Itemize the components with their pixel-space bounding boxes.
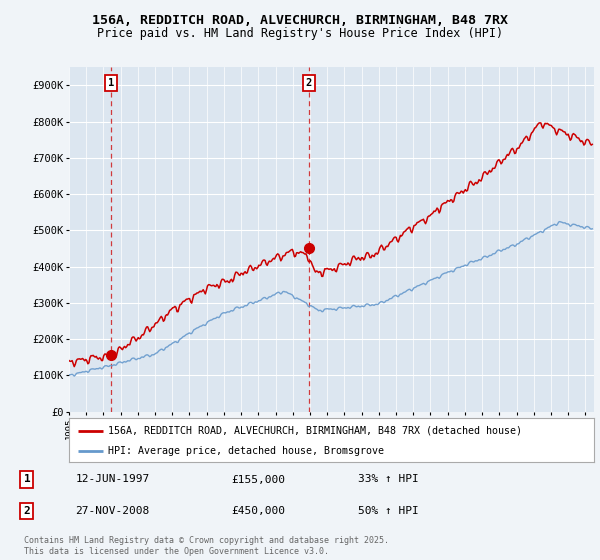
- Text: 2: 2: [23, 506, 30, 516]
- Text: HPI: Average price, detached house, Bromsgrove: HPI: Average price, detached house, Brom…: [109, 446, 385, 456]
- Text: 2: 2: [305, 78, 312, 88]
- Text: 1: 1: [108, 78, 114, 88]
- Text: 27-NOV-2008: 27-NOV-2008: [76, 506, 149, 516]
- Text: 156A, REDDITCH ROAD, ALVECHURCH, BIRMINGHAM, B48 7RX: 156A, REDDITCH ROAD, ALVECHURCH, BIRMING…: [92, 14, 508, 27]
- Text: 33% ↑ HPI: 33% ↑ HPI: [358, 474, 418, 484]
- Text: £155,000: £155,000: [231, 474, 285, 484]
- Text: £450,000: £450,000: [231, 506, 285, 516]
- Text: 1: 1: [23, 474, 30, 484]
- Text: 156A, REDDITCH ROAD, ALVECHURCH, BIRMINGHAM, B48 7RX (detached house): 156A, REDDITCH ROAD, ALVECHURCH, BIRMING…: [109, 426, 523, 436]
- Text: Price paid vs. HM Land Registry's House Price Index (HPI): Price paid vs. HM Land Registry's House …: [97, 27, 503, 40]
- Text: Contains HM Land Registry data © Crown copyright and database right 2025.
This d: Contains HM Land Registry data © Crown c…: [24, 536, 389, 556]
- Text: 50% ↑ HPI: 50% ↑ HPI: [358, 506, 418, 516]
- Text: 12-JUN-1997: 12-JUN-1997: [76, 474, 149, 484]
